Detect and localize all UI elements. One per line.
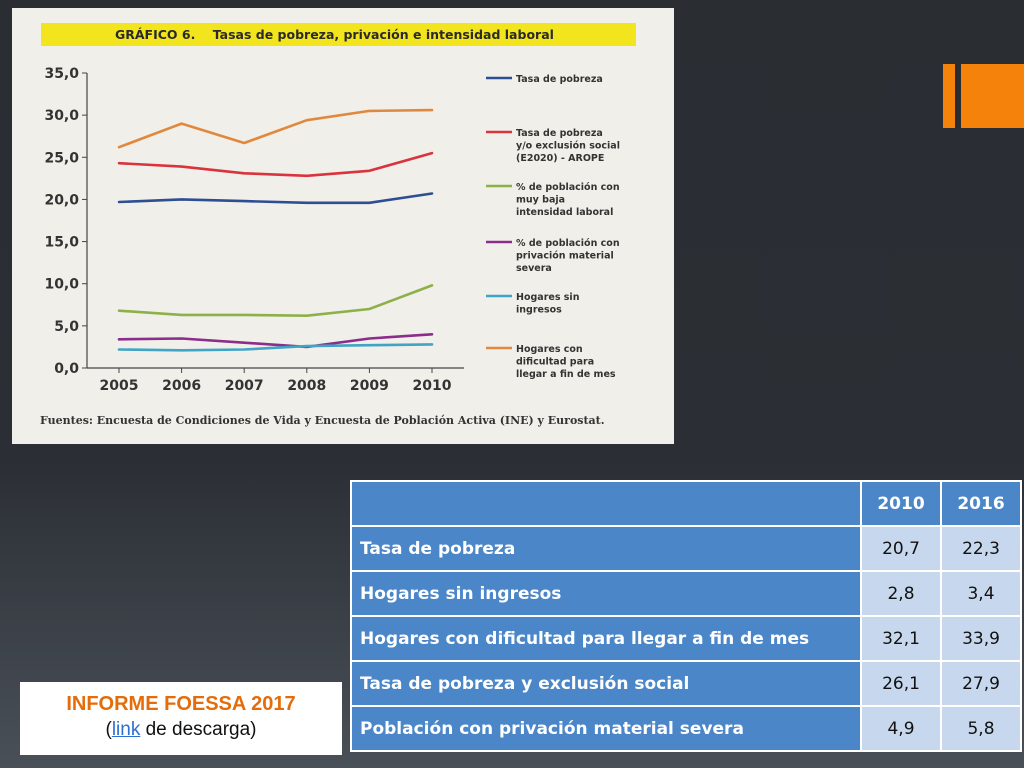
value-2010: 26,1 [860, 660, 942, 707]
header-empty [350, 480, 862, 527]
table-row: Hogares sin ingresos 2,8 3,4 [350, 570, 1022, 617]
value-2016: 33,9 [940, 615, 1022, 662]
y-tick-label: 5,0 [54, 319, 79, 335]
report-title: INFORME FOESSA 2017 [66, 693, 296, 715]
y-tick-label: 0,0 [54, 361, 79, 377]
table-row: Población con privación material severa … [350, 705, 1022, 752]
value-2016: 22,3 [940, 525, 1022, 572]
legend-label: intensidad laboral [516, 207, 613, 218]
series-line [117, 332, 434, 349]
row-label: Tasa de pobreza [350, 525, 862, 572]
table-row: Tasa de pobreza 20,7 22,3 [350, 525, 1022, 572]
legend-label: % de población con [516, 182, 620, 193]
legend-label: (E2020) - AROPE [516, 153, 604, 164]
y-tick-label: 15,0 [44, 235, 79, 251]
y-tick-label: 35,0 [44, 66, 79, 82]
table-row: Hogares con dificultad para llegar a fin… [350, 615, 1022, 662]
series-line [117, 284, 434, 318]
y-tick-label: 20,0 [44, 192, 79, 208]
open-paren: ( [105, 719, 112, 740]
poverty-table: 2010 2016 Tasa de pobreza 20,7 22,3 Hoga… [350, 480, 1022, 752]
row-label: Población con privación material severa [350, 705, 862, 752]
legend-label: llegar a fin de mes [516, 369, 616, 380]
series-line [117, 343, 434, 352]
x-tick-label: 2008 [287, 378, 326, 394]
legend-label: y/o exclusión social [516, 141, 620, 152]
line-chart: 0,0 5,0 10,0 15,0 20,0 25,0 30,0 35,0 2005 2006 20… [44, 66, 620, 394]
accent-bar [943, 64, 955, 128]
legend-label: Hogares sin [516, 292, 580, 303]
chart-figure: GRÁFICO 6. Tasas de pobreza, privación e… [12, 8, 674, 444]
legend-label: Tasa de pobreza [516, 74, 603, 85]
y-tick-label: 10,0 [44, 277, 79, 293]
y-tick-label: 30,0 [44, 108, 79, 124]
value-2016: 27,9 [940, 660, 1022, 707]
table-header-row: 2010 2016 [350, 480, 1022, 527]
legend-label: Tasa de pobreza [516, 128, 603, 139]
value-2010: 4,9 [860, 705, 942, 752]
download-text: de descarga) [140, 719, 257, 740]
legend-label: % de población con [516, 238, 620, 249]
series-line [117, 192, 434, 205]
legend-label: severa [516, 263, 552, 274]
value-2010: 2,8 [860, 570, 942, 617]
series-line [117, 108, 434, 149]
download-line: (link de descarga) [20, 717, 342, 743]
table-row: Tasa de pobreza y exclusión social 26,1 … [350, 660, 1022, 707]
x-tick-label: 2007 [225, 378, 264, 394]
chart-title: GRÁFICO 6. Tasas de pobreza, privación e… [41, 23, 636, 46]
x-tick-label: 2009 [350, 378, 389, 394]
value-2016: 5,8 [940, 705, 1022, 752]
x-tick-label: 2006 [162, 378, 201, 394]
legend-label: dificultad para [516, 357, 594, 368]
value-2010: 32,1 [860, 615, 942, 662]
row-label: Tasa de pobreza y exclusión social [350, 660, 862, 707]
value-2016: 3,4 [940, 570, 1022, 617]
series-line [117, 151, 434, 178]
download-link[interactable]: link [111, 719, 141, 740]
row-label: Hogares con dificultad para llegar a fin… [350, 615, 862, 662]
header-2016: 2016 [940, 480, 1022, 527]
legend-label: ingresos [516, 305, 562, 316]
header-2010: 2010 [860, 480, 942, 527]
accent-block [961, 64, 1024, 128]
x-tick-label: 2010 [413, 378, 452, 394]
x-tick-label: 2005 [100, 378, 139, 394]
row-label: Hogares sin ingresos [350, 570, 862, 617]
value-2010: 20,7 [860, 525, 942, 572]
chart-source: Fuentes: Encuesta de Condiciones de Vida… [40, 414, 605, 427]
report-info-box: INFORME FOESSA 2017 (link de descarga) [20, 682, 342, 755]
legend-label: privación material [516, 251, 614, 262]
legend-label: muy baja [516, 195, 565, 206]
y-tick-label: 25,0 [44, 150, 79, 166]
legend-label: Hogares con [516, 344, 583, 355]
